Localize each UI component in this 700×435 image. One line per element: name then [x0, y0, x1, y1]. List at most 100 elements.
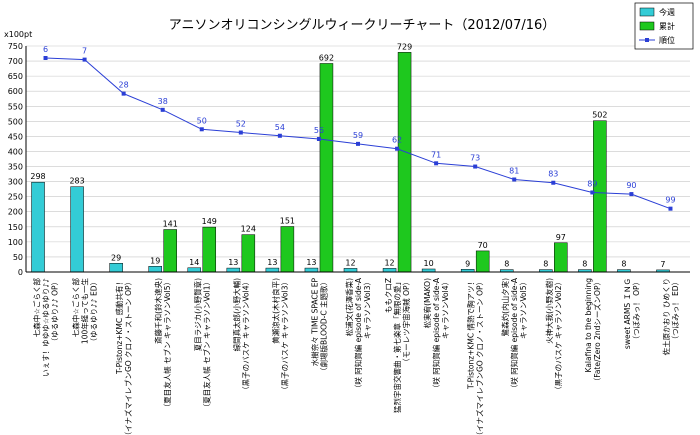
category-label: 緑間真太郎(小野大輔) （黒子のバスケ キャラソンVol4） — [231, 278, 250, 394]
weekly-value-label: 9 — [465, 259, 470, 268]
rank-point — [434, 161, 439, 166]
category-label-line: （黒子のバスケ キャラソンVol2） — [554, 278, 563, 394]
rank-point — [121, 91, 126, 96]
rank-value-label: 99 — [665, 196, 675, 205]
weekly-value-label: 8 — [621, 260, 626, 269]
category-label: 夏目ラジカ(小野賢章) （夏目友人帳 セブン キャラソンVol1） — [192, 278, 211, 411]
category-label-line: T-Pistonz+KMC 情熱で胸アツ！ — [466, 278, 476, 390]
category-label-line: （つぼみっ！ ED） — [671, 278, 680, 343]
rank-point — [43, 56, 48, 60]
category-label-line: （咲 阿知賀編 episode of side-A — [509, 277, 519, 392]
rank-value-label: 62 — [392, 136, 402, 145]
y-tick-label: 150 — [8, 223, 23, 232]
category-label-line: （ゆるゆり♪♪ ED） — [90, 278, 99, 345]
rank-line: 6 7 28 38 50 52 54 56 59 62 71 73 81 83 89 90 99 — [43, 45, 676, 211]
category-label-line: 松浦文(花澤香菜) — [344, 278, 354, 336]
category-label-line: sweet ARMS ＩＮＧ — [623, 278, 632, 349]
y-tick-label: 50 — [13, 253, 23, 262]
weekly-value-label: 7 — [660, 260, 665, 269]
bars: 298 283 29 19 141 14 149 13 124 13 151 13 692 12 12 729… — [30, 42, 670, 273]
y-tick-label: 350 — [8, 163, 23, 172]
bar-cumulative — [475, 250, 490, 273]
rank-value-label: 52 — [236, 120, 246, 129]
cumulative-value-label: 502 — [592, 111, 607, 120]
bar-weekly — [265, 267, 280, 273]
bar-cumulative — [202, 226, 217, 273]
weekly-value-label: 8 — [582, 260, 587, 269]
category-label-line: （黒子のバスケ キャラソンVol3） — [280, 278, 289, 394]
bar-weekly — [148, 266, 162, 273]
y-tick-label: 300 — [8, 178, 23, 187]
category-label-line: Kalafina to the beginning — [584, 278, 593, 373]
category-label-line: （ゆるゆり♪♪ OP） — [51, 278, 60, 345]
rank-point — [316, 137, 321, 141]
bar-cumulative — [593, 120, 607, 273]
cumulative-value-label: 97 — [556, 233, 566, 242]
category-label-line: キャラソンVol4） — [441, 278, 450, 339]
y-tick-label: 400 — [8, 147, 23, 156]
category-label: 七森中☆ごらく部 100年経っても一生 （ゆるゆり♪♪ ED） — [71, 278, 99, 346]
weekly-value-label: 13 — [228, 258, 238, 267]
y-tick-label: 100 — [8, 238, 23, 247]
category-label: 水樹奈々 TIME SPACE EP （劇場版BLOOD-C 主題歌） — [309, 278, 328, 375]
rank-value-label: 59 — [353, 131, 363, 140]
weekly-value-label: 10 — [424, 259, 434, 268]
category-label: 火神大我(小野友樹) （黒子のバスケ キャラソンVol2） — [544, 278, 563, 394]
y-tick-label: 700 — [8, 57, 23, 66]
category-label-line: 夏目ラジカ(小野賢章) — [192, 278, 202, 351]
category-label-line: （モーレツ宇宙海賊 OP） — [401, 278, 411, 366]
rank-point — [356, 141, 360, 146]
category-label-line: （Fate/Zero 2ndシーズンOP） — [592, 278, 602, 385]
category-label-line: 七森中☆ごらく部 — [32, 278, 42, 338]
category-label: T-Pistonz+KMC 感動共有！ （イナズマイレブンGO クロノ・ストーン … — [114, 278, 133, 435]
category-label-line: 斎藤千和(鈴木達央) — [153, 278, 163, 344]
cumulative-value-label: 692 — [319, 53, 334, 62]
y-tick-label: 200 — [8, 208, 23, 217]
bar-cumulative — [280, 226, 295, 273]
category-label-line: 水樹奈々 TIME SPACE EP — [309, 278, 319, 367]
rank-value-label: 71 — [431, 150, 441, 159]
bar-weekly — [304, 267, 319, 273]
weekly-value-label: 13 — [267, 258, 277, 267]
rank-value-label: 6 — [43, 45, 48, 54]
bar-weekly — [343, 268, 358, 273]
bar-cumulative — [554, 242, 568, 273]
category-label-line: 佐土原かおり ひめくり — [661, 278, 671, 355]
y-tick-label: 250 — [8, 193, 23, 202]
category-label-line: 100年経っても一生 — [80, 278, 90, 345]
weekly-value-label: 8 — [543, 260, 548, 269]
rank-point — [590, 190, 595, 195]
rank-point — [160, 107, 165, 112]
y-tick-label: 550 — [8, 102, 23, 111]
category-label: 鷺森灼(内山夕実) （咲 阿知賀編 episode of side-A キャラソンV… — [500, 277, 528, 392]
category-label: sweet ARMS ＩＮＧ （つぼみっ！ OP） — [623, 278, 641, 349]
legend-swatch — [639, 7, 655, 17]
rank-point — [473, 164, 478, 169]
y-tick-label: 0 — [18, 268, 23, 277]
bar-weekly — [226, 267, 241, 273]
bar-weekly — [382, 268, 397, 273]
rank-value-label: 56 — [314, 126, 324, 135]
rank-value-label: 7 — [82, 47, 87, 56]
category-label-line: （黒子のバスケ キャラソンVol4） — [241, 278, 250, 394]
category-labels: 七森中☆ごらく部 いぇす！ゆゆゆ☆ゆるゆり♪♪ （ゆるゆり♪♪ OP） 七森中☆ごらく… — [32, 277, 680, 435]
category-label-line: 松実宥(MAKO) — [422, 278, 432, 328]
weekly-value-label: 283 — [69, 177, 84, 186]
category-label-line: キャラソンVol3） — [363, 278, 372, 339]
category-label-line: 火神大我(小野友樹) — [544, 278, 554, 344]
weekly-value-label: 12 — [345, 258, 355, 267]
cumulative-value-label: 124 — [241, 225, 256, 234]
y-axis-unit: x100pt — [4, 30, 32, 39]
weekly-value-label: 13 — [306, 258, 316, 267]
category-label-line: 緑間真太郎(小野大輔) — [231, 278, 241, 351]
category-label-line: 鷺森灼(内山夕実) — [500, 278, 510, 336]
category-label: T-Pistonz+KMC 情熱で胸アツ！ （イナズマイレブンGO クロノ・ストー… — [466, 278, 485, 435]
category-label: 松浦文(花澤香菜) （咲 阿知賀編 episode of side-A キャラソンV… — [344, 277, 372, 392]
category-label: 七森中☆ごらく部 いぇす！ゆゆゆ☆ゆるゆり♪♪ （ゆるゆり♪♪ OP） — [32, 278, 60, 377]
bar-cumulative — [163, 229, 177, 273]
weekly-value-label: 8 — [504, 260, 509, 269]
rank-point — [668, 206, 673, 211]
category-label-line: T-Pistonz+KMC 感動共有！ — [114, 278, 124, 375]
bar-weekly — [187, 267, 202, 273]
